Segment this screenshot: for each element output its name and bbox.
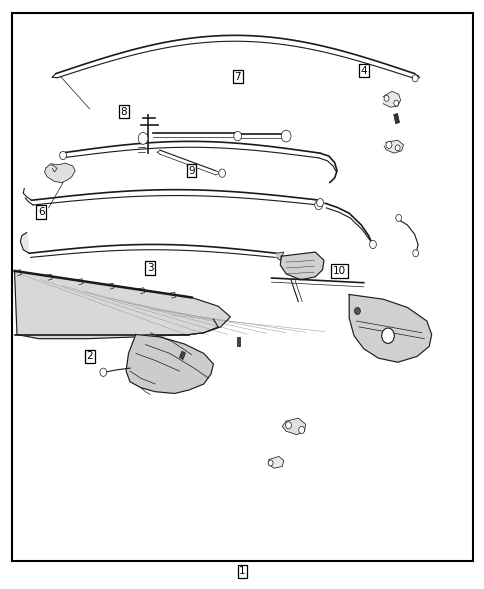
Circle shape [393,100,398,106]
Circle shape [385,141,391,148]
Circle shape [411,75,417,82]
Circle shape [412,250,418,257]
Polygon shape [280,252,323,280]
Polygon shape [268,456,283,468]
Circle shape [314,200,322,210]
Text: 6: 6 [38,207,45,217]
Polygon shape [282,418,305,435]
Polygon shape [382,91,400,107]
Bar [236,337,240,346]
Circle shape [316,198,323,207]
Text: 7: 7 [234,72,241,81]
Circle shape [394,145,399,151]
Text: 1: 1 [239,567,245,576]
Text: 9: 9 [188,166,195,176]
Circle shape [218,169,225,177]
Circle shape [395,214,401,221]
Circle shape [298,426,304,434]
Polygon shape [45,163,75,183]
Circle shape [281,130,290,142]
FancyBboxPatch shape [12,13,472,561]
Circle shape [60,151,66,160]
Circle shape [285,422,291,429]
Circle shape [383,95,388,101]
Text: 4: 4 [360,66,366,75]
Polygon shape [15,271,230,339]
Circle shape [369,240,376,249]
Circle shape [100,368,106,376]
Circle shape [138,133,148,144]
Bar [393,113,399,124]
Circle shape [354,307,360,315]
Circle shape [268,460,272,466]
Polygon shape [383,140,403,153]
Bar [179,351,185,359]
Polygon shape [276,252,283,260]
Circle shape [233,131,241,141]
Polygon shape [20,233,29,253]
Text: 10: 10 [332,266,346,276]
Text: 8: 8 [120,107,127,117]
Text: 2: 2 [86,352,93,361]
Polygon shape [126,335,213,393]
Polygon shape [348,294,431,362]
Circle shape [381,328,393,343]
Text: 3: 3 [147,263,153,273]
